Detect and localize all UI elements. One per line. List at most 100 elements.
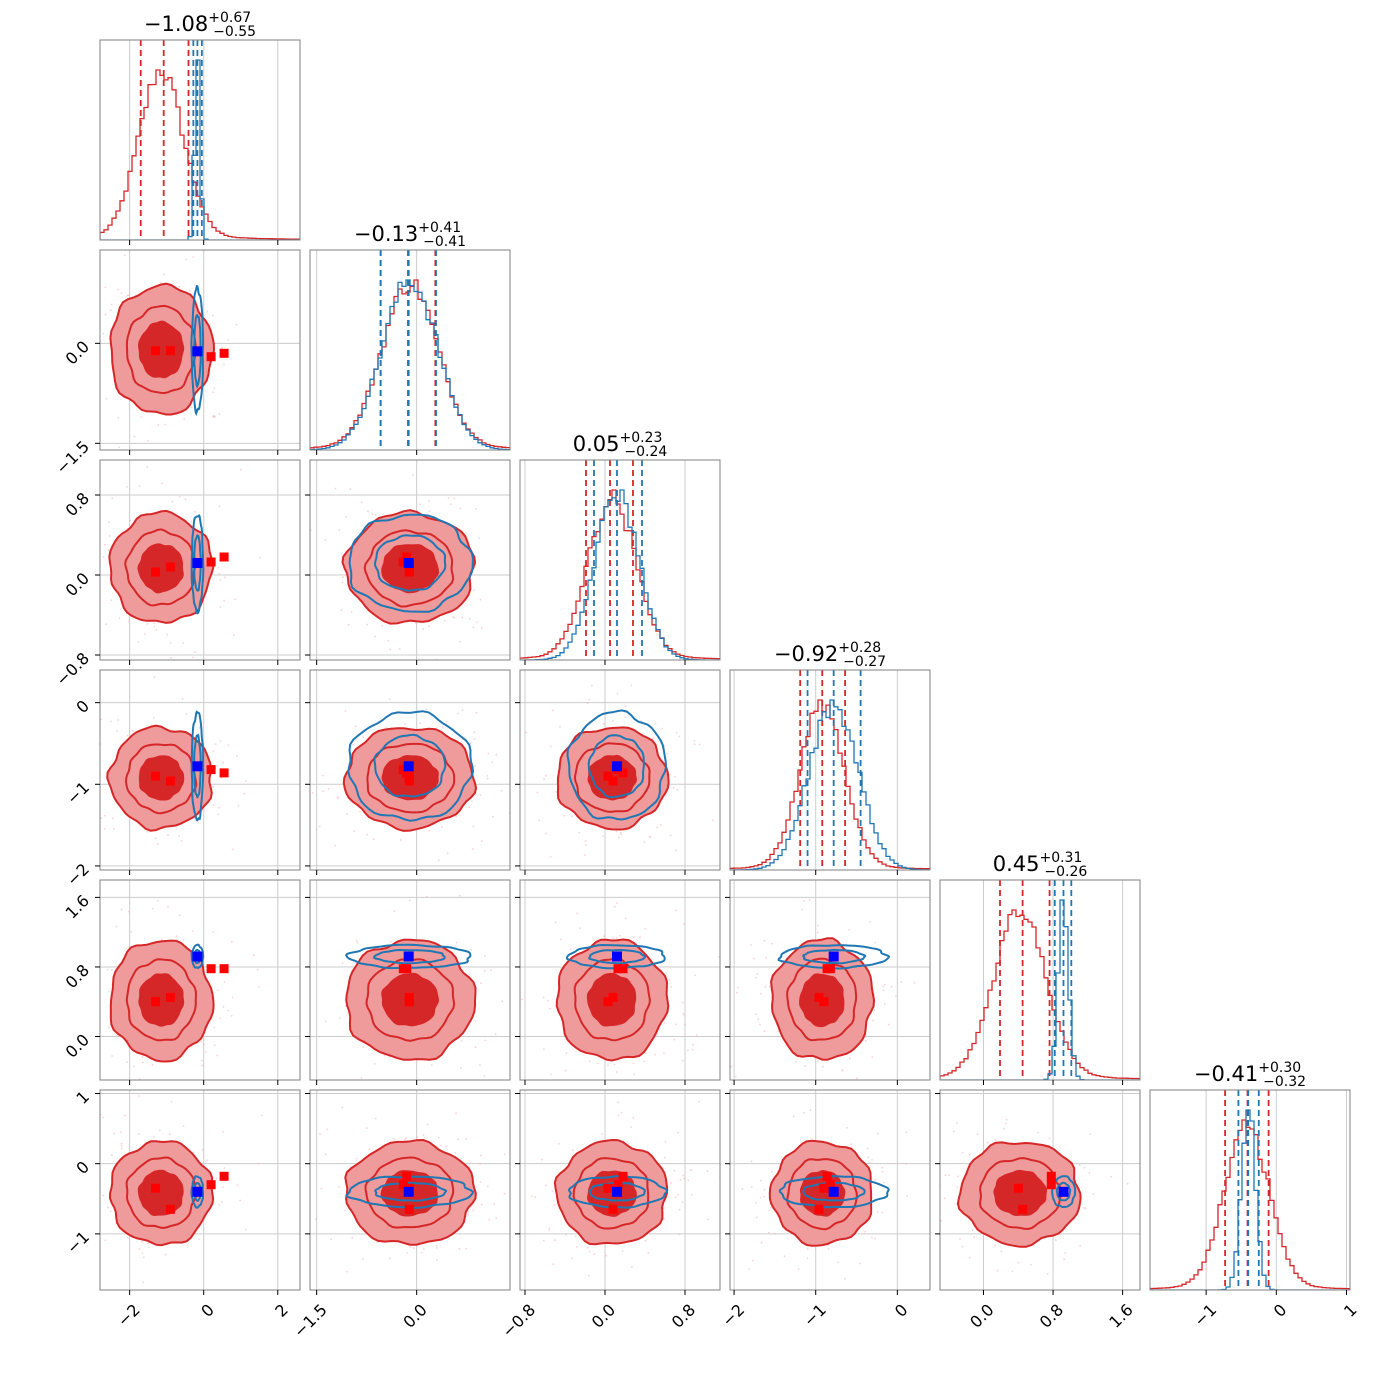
red-square-marker bbox=[219, 964, 229, 974]
sample-point bbox=[542, 982, 544, 984]
sample-point bbox=[217, 806, 220, 809]
sample-point bbox=[735, 1075, 737, 1078]
sample-point bbox=[864, 1230, 866, 1233]
sample-point bbox=[806, 1257, 809, 1260]
red-square-marker bbox=[814, 1204, 824, 1214]
sample-point bbox=[422, 1248, 425, 1250]
sample-point bbox=[437, 1137, 440, 1139]
sample-point bbox=[663, 1052, 665, 1055]
sample-point bbox=[213, 415, 216, 418]
red-square-marker bbox=[613, 964, 623, 974]
sample-point bbox=[486, 777, 489, 780]
sample-point bbox=[453, 497, 456, 500]
sample-point bbox=[36, 401, 38, 403]
sample-point bbox=[448, 1121, 450, 1123]
red-square-marker bbox=[402, 964, 412, 974]
sample-point bbox=[152, 716, 155, 719]
contour-panel-4-3 bbox=[725, 879, 931, 1085]
sample-point bbox=[548, 1227, 551, 1230]
sample-point bbox=[647, 1252, 650, 1254]
sample-point bbox=[633, 1073, 635, 1076]
sample-point bbox=[541, 1158, 543, 1161]
title-value: −0.13 bbox=[354, 222, 418, 246]
sample-point bbox=[662, 1087, 664, 1089]
sample-point bbox=[663, 1022, 666, 1024]
sample-point bbox=[959, 1238, 961, 1240]
sample-point bbox=[146, 623, 149, 625]
sample-point bbox=[638, 1085, 640, 1087]
sample-point bbox=[624, 705, 627, 708]
sample-point bbox=[409, 1246, 412, 1249]
sample-point bbox=[352, 743, 354, 746]
sample-point bbox=[184, 498, 187, 501]
sample-point bbox=[393, 1138, 396, 1141]
sample-point bbox=[1000, 1250, 1003, 1253]
sample-point bbox=[117, 288, 119, 291]
sample-point bbox=[630, 684, 633, 687]
sample-point bbox=[404, 723, 406, 726]
sample-point bbox=[588, 1060, 591, 1063]
panel-frame bbox=[309, 879, 511, 1081]
sample-point bbox=[214, 743, 217, 745]
sample-point bbox=[231, 941, 233, 943]
sample-point bbox=[236, 1184, 239, 1187]
sample-point bbox=[1048, 1137, 1051, 1140]
sample-point bbox=[205, 1051, 207, 1053]
sample-point bbox=[104, 313, 107, 316]
sample-point bbox=[120, 1131, 122, 1134]
sample-point bbox=[837, 1261, 839, 1264]
sample-point bbox=[486, 775, 489, 777]
sample-point bbox=[457, 712, 460, 715]
red-square-marker bbox=[398, 557, 408, 567]
sample-point bbox=[617, 1101, 620, 1104]
sample-point bbox=[322, 774, 324, 777]
blue-contour-outer bbox=[190, 943, 205, 969]
sample-point bbox=[239, 1199, 242, 1202]
sample-point bbox=[430, 1064, 433, 1066]
sample-point bbox=[218, 413, 221, 415]
sample-point bbox=[495, 753, 498, 756]
sample-point bbox=[230, 1014, 233, 1017]
sample-point bbox=[777, 1030, 780, 1033]
sample-point bbox=[326, 1128, 329, 1131]
sample-point bbox=[848, 1057, 851, 1060]
sample-point bbox=[631, 1266, 633, 1268]
sample-point bbox=[711, 819, 714, 822]
sample-point bbox=[439, 1144, 442, 1147]
sample-point bbox=[118, 617, 121, 620]
sample-point bbox=[146, 830, 149, 833]
sample-point bbox=[687, 1049, 689, 1052]
red-square-marker bbox=[206, 765, 216, 775]
blue-contour-outer bbox=[190, 1175, 204, 1209]
sample-point bbox=[453, 617, 456, 619]
sample-point bbox=[480, 1290, 482, 1292]
sample-point bbox=[928, 1175, 930, 1177]
sample-point bbox=[107, 1206, 109, 1209]
sample-point bbox=[460, 1107, 462, 1109]
sample-point bbox=[445, 720, 448, 723]
sample-point bbox=[654, 722, 657, 725]
sample-point bbox=[517, 593, 519, 595]
sample-point bbox=[656, 1033, 658, 1036]
sample-point bbox=[674, 775, 676, 778]
sample-point bbox=[692, 1043, 694, 1046]
sample-point bbox=[178, 285, 181, 288]
sample-point bbox=[157, 424, 160, 426]
sample-point bbox=[130, 930, 133, 933]
sample-point bbox=[105, 623, 108, 626]
sample-point bbox=[678, 735, 680, 738]
sample-point bbox=[399, 839, 402, 841]
blue-contour-outer bbox=[777, 944, 891, 970]
panel-frame bbox=[519, 459, 721, 661]
sample-point bbox=[57, 785, 59, 787]
blue-histogram bbox=[310, 279, 510, 450]
sample-point bbox=[133, 435, 136, 438]
red-square-marker bbox=[822, 1171, 832, 1181]
panel-frame bbox=[99, 879, 301, 1081]
sample-point bbox=[737, 986, 739, 989]
sample-point bbox=[474, 1046, 477, 1049]
sample-point bbox=[586, 1246, 589, 1249]
sample-point bbox=[362, 736, 365, 738]
red-square-marker bbox=[206, 1180, 216, 1190]
sample-point bbox=[88, 540, 90, 542]
